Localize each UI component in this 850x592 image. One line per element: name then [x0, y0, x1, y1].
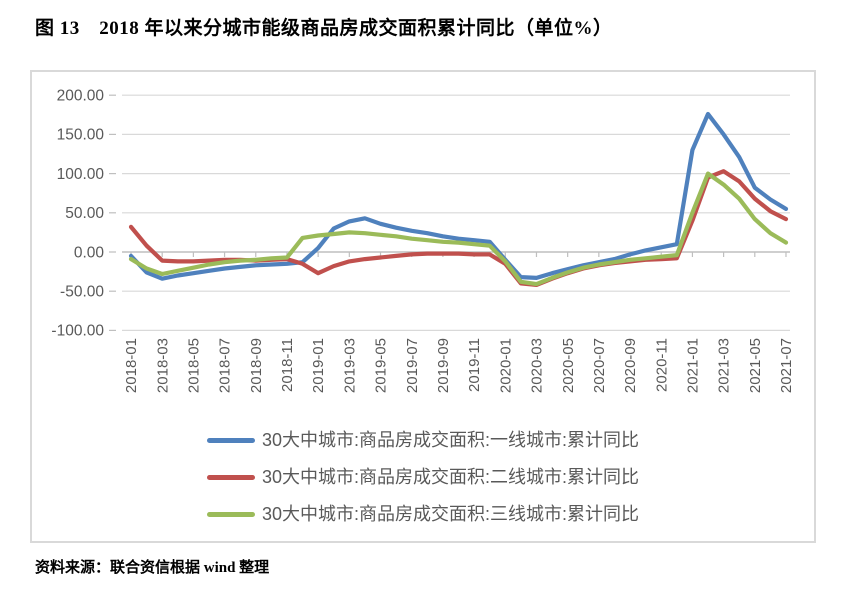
chart-container: 200.00 150.00 100.00 50.00 0.00 -50.00 -100.00…: [30, 70, 816, 543]
x-axis-label: 2020-05: [560, 338, 577, 393]
x-axis-label: 2018-05: [185, 338, 202, 393]
legend-item-3: 30大中城市:商品房成交面积:三线城市:累计同比: [206, 502, 640, 526]
y-axis-label: 150.00: [57, 127, 105, 144]
x-axis-label: 2018-03: [154, 338, 171, 393]
x-axis-label: 2020-11: [653, 338, 670, 392]
legend-item-1: 30大中城市:商品房成交面积:一线城市:累计同比: [206, 428, 640, 452]
x-axis-label: 2019-09: [435, 338, 452, 393]
x-axis-label: 2021-07: [778, 338, 795, 393]
y-axis-label: -50.00: [60, 283, 104, 300]
y-axis-label: -100.00: [51, 323, 104, 340]
legend-swatch-icon: [206, 474, 255, 480]
y-axis-label: 50.00: [65, 205, 104, 222]
x-axis-label: 2019-11: [466, 338, 483, 392]
y-axis-label: 0.00: [74, 244, 105, 261]
x-axis-label: 2021-03: [716, 338, 733, 393]
source-note: 资料来源：联合资信根据 wind 整理: [35, 560, 270, 576]
legend-label: 30大中城市:商品房成交面积:三线城市:累计同比: [261, 504, 640, 524]
y-axis-label: 100.00: [57, 166, 105, 183]
page-title: 图 13 2018 年以来分城市能级商品房成交面积累计同比（单位%）: [35, 18, 613, 39]
chart-plot: 200.00 150.00 100.00 50.00 0.00 -50.00 -100.00…: [51, 87, 795, 393]
x-axis-label: 2020-09: [622, 338, 639, 393]
legend-swatch-icon: [206, 437, 255, 443]
series-line-3: [128, 171, 789, 287]
x-axis-label: 2018-07: [217, 338, 234, 393]
x-axis-label: 2019-07: [404, 338, 421, 393]
x-axis-label: 2019-05: [373, 338, 390, 393]
legend-item-2: 30大中城市:商品房成交面积:二线城市:累计同比: [206, 465, 640, 489]
legend: 30大中城市:商品房成交面积:一线城市:累计同比 30大中城市:商品房成交面积:二…: [32, 428, 814, 539]
legend-label: 30大中城市:商品房成交面积:一线城市:累计同比: [261, 430, 640, 450]
x-axis-label: 2019-03: [341, 338, 358, 393]
x-axis-label: 2021-05: [747, 338, 764, 393]
x-axis-label: 2021-01: [685, 338, 702, 393]
x-axis-label: 2020-01: [497, 338, 514, 393]
x-axis-label: 2019-01: [310, 338, 327, 393]
x-axis-label: 2018-11: [279, 338, 296, 392]
legend-swatch-icon: [206, 511, 255, 517]
x-axis-label: 2018-01: [123, 338, 140, 393]
legend-label: 30大中城市:商品房成交面积:二线城市:累计同比: [261, 467, 640, 487]
y-axis-label: 200.00: [57, 87, 105, 104]
x-axis-label: 2020-03: [529, 338, 546, 393]
series-line-1: [128, 111, 789, 281]
x-axis-label: 2020-07: [591, 338, 608, 393]
x-axis-label: 2018-09: [248, 338, 265, 393]
